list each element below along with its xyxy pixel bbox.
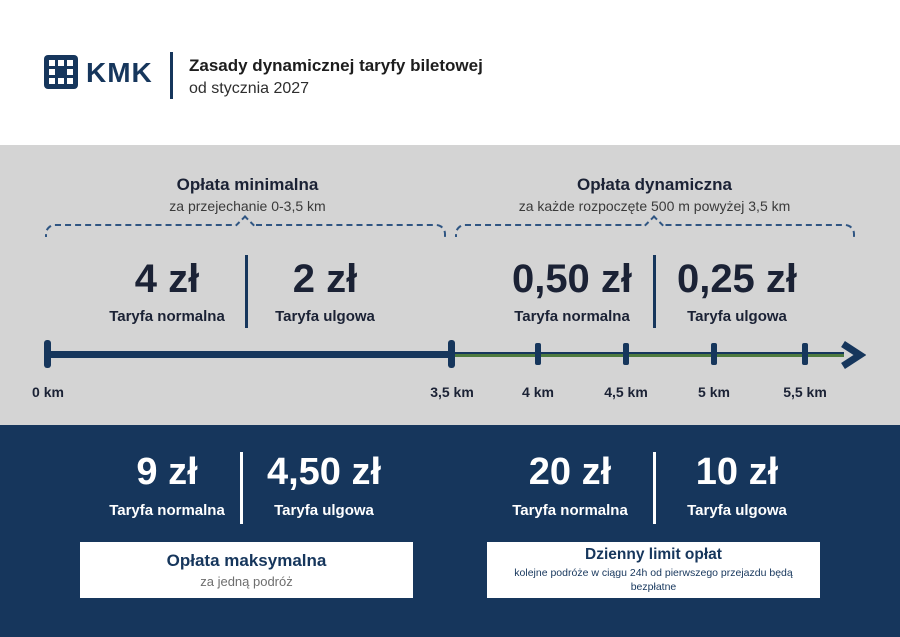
dynamic-fee-subheading: za każde rozpoczęte 500 m powyżej 3,5 km — [518, 198, 791, 214]
dynamic-fee-heading: Opłata dynamiczna — [577, 175, 732, 194]
price-amount: 20 zł — [528, 451, 612, 493]
price-max-normal: 9 zł Taryfa normalna — [67, 451, 267, 519]
price-label: Taryfa ulgowa — [687, 308, 787, 325]
axis-label-5km: 5 km — [698, 384, 730, 400]
axis-tick-4-5km — [623, 343, 629, 365]
price-divider — [245, 255, 248, 328]
header-section — [0, 0, 900, 145]
price-minimal-normal: 4 zł Taryfa normalna — [67, 258, 267, 325]
max-fee-title: Opłata maksymalna — [166, 551, 327, 570]
price-max-reduced: 4,50 zł Taryfa ulgowa — [224, 451, 424, 519]
axis-label-5-5km: 5,5 km — [783, 384, 827, 400]
price-amount: 0,50 zł — [511, 257, 633, 301]
axis-label-4km: 4 km — [522, 384, 554, 400]
price-label: Taryfa normalna — [514, 308, 630, 325]
price-label: Taryfa normalna — [109, 308, 225, 325]
daily-limit-box: Dzienny limit opłat kolejne podróże w ci… — [487, 542, 820, 598]
page-title: Zasady dynamicznej taryfy biletowej — [189, 56, 483, 75]
minimal-fee-heading-block: Opłata minimalna za przejechanie 0-3,5 k… — [45, 175, 450, 214]
axis-segment-dynamic — [452, 352, 844, 357]
max-fee-box: Opłata maksymalna za jedną podróż — [80, 542, 413, 598]
axis-label-3-5km: 3,5 km — [430, 384, 474, 400]
limits-section — [0, 425, 900, 637]
price-daily-reduced: 10 zł Taryfa ulgowa — [637, 451, 837, 519]
price-label: Taryfa ulgowa — [687, 501, 787, 519]
price-label: Taryfa normalna — [109, 501, 225, 519]
axis-label-0km: 0 km — [32, 384, 64, 400]
price-label: Taryfa ulgowa — [274, 501, 374, 519]
minimal-fee-heading: Opłata minimalna — [176, 175, 319, 194]
minimal-zone-brace — [45, 215, 446, 237]
price-amount: 4,50 zł — [266, 451, 382, 493]
daily-limit-title: Dzienny limit opłat — [585, 546, 722, 564]
price-amount: 4 zł — [134, 257, 200, 301]
axis-arrow-icon — [838, 340, 867, 375]
max-fee-subtitle: za jedną podróż — [200, 574, 293, 589]
kmk-logo-text: KMK — [86, 57, 153, 88]
dynamic-fee-heading-block: Opłata dynamiczna za każde rozpoczęte 50… — [452, 175, 857, 214]
price-dynamic-normal: 0,50 zł Taryfa normalna — [472, 258, 672, 325]
dynamic-zone-brace — [455, 215, 855, 237]
price-divider — [240, 452, 243, 524]
price-label: Taryfa ulgowa — [275, 308, 375, 325]
tariff-zones-section — [0, 145, 900, 425]
kmk-logo-icon — [44, 55, 78, 89]
price-label: Taryfa normalna — [512, 501, 628, 519]
price-daily-normal: 20 zł Taryfa normalna — [470, 451, 670, 519]
price-dynamic-reduced: 0,25 zł Taryfa ulgowa — [637, 258, 837, 325]
price-minimal-reduced: 2 zł Taryfa ulgowa — [225, 258, 425, 325]
header-title-block: Zasady dynamicznej taryfy biletowej od s… — [189, 55, 483, 98]
axis-tick-0km — [44, 340, 51, 368]
axis-tick-3-5km — [448, 340, 455, 368]
axis-label-4-5km: 4,5 km — [604, 384, 648, 400]
header-divider — [170, 52, 173, 99]
price-divider — [653, 452, 656, 524]
price-amount: 10 zł — [695, 451, 779, 493]
price-amount: 9 zł — [136, 451, 198, 493]
minimal-fee-subheading: za przejechanie 0-3,5 km — [169, 198, 326, 214]
axis-segment-minimal — [48, 351, 452, 358]
axis-tick-5-5km — [802, 343, 808, 365]
price-amount: 0,25 zł — [676, 257, 798, 301]
page-subtitle: od stycznia 2027 — [189, 80, 310, 98]
axis-tick-4km — [535, 343, 541, 365]
axis-tick-5km — [711, 343, 717, 365]
price-divider — [653, 255, 656, 328]
price-amount: 2 zł — [292, 257, 358, 301]
daily-limit-subtitle: kolejne podróże w ciągu 24h od pierwszeg… — [514, 567, 793, 593]
